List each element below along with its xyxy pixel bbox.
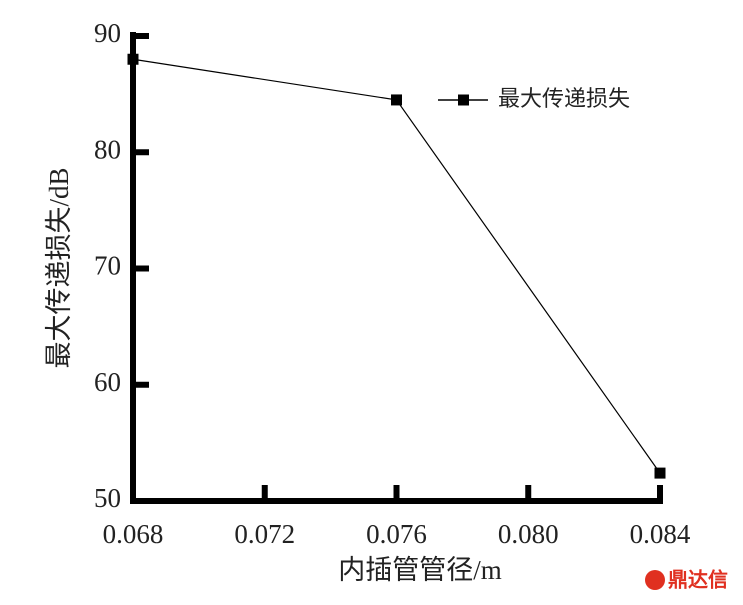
point	[391, 94, 402, 106]
point	[654, 467, 666, 479]
y-tick-label: 80	[94, 134, 121, 164]
y-tick-label: 70	[94, 251, 121, 281]
y-axis-label: 最大传递损失/dB	[44, 167, 74, 368]
legend-label: 最大传递损失	[498, 87, 630, 112]
legend-marker	[458, 94, 469, 106]
x-tick-label: 0.076	[366, 519, 427, 549]
x-tick-label: 0.084	[630, 519, 691, 549]
watermark-icon	[645, 570, 665, 590]
y-tick-label: 60	[94, 367, 121, 397]
x-tick-label: 0.068	[103, 519, 164, 549]
watermark: 鼎达信	[668, 568, 728, 592]
point	[127, 53, 139, 65]
x-axis-label: 内插管管径/m	[338, 555, 502, 585]
x-tick-label: 0.080	[498, 519, 559, 549]
x-tick-label: 0.072	[234, 519, 295, 549]
y-tick-label: 90	[94, 18, 121, 48]
series-line	[132, 58, 661, 474]
y-tick-label: 50	[94, 483, 121, 513]
